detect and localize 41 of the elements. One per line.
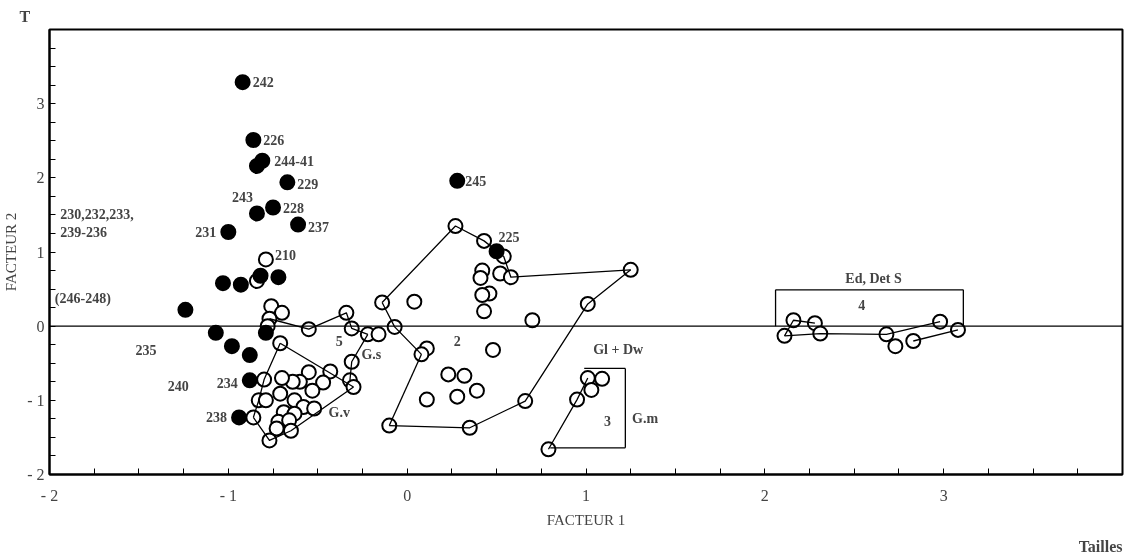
x-tick-label: 0 xyxy=(403,486,412,504)
annotation: 5 xyxy=(335,334,343,349)
annotation: (246-248) xyxy=(54,291,112,308)
annotation: 229 xyxy=(297,177,319,193)
annotation: 243 xyxy=(231,190,253,206)
annotation: 245 xyxy=(465,173,487,189)
annotation: Gl + Dw xyxy=(593,342,645,358)
x-tick-label: - 1 xyxy=(219,486,237,504)
x-axis-title: FACTEUR 1 xyxy=(546,511,626,528)
y-tick-label: 2 xyxy=(36,169,45,187)
annotation: 237 xyxy=(308,219,330,235)
annotation: 3 xyxy=(603,414,611,430)
y-tick-label: - 1 xyxy=(27,391,45,409)
annotation: 240 xyxy=(167,378,189,394)
annotation: 234 xyxy=(216,376,238,392)
y-tick-label: - 2 xyxy=(27,466,45,483)
annotation: 225 xyxy=(498,230,520,246)
y-tick-label: 1 xyxy=(36,243,45,261)
annotation: 242 xyxy=(252,75,274,91)
y-axis-title: FACTEUR 2 xyxy=(3,212,20,292)
annotation: 228 xyxy=(283,200,305,216)
annotation: 231 xyxy=(195,224,217,240)
annotation: 235 xyxy=(135,342,157,358)
annotation: G.v xyxy=(328,404,350,420)
annotation: G.m xyxy=(631,411,659,427)
annotation: 210 xyxy=(274,248,296,264)
annotation: 230,232,233, 239-236 xyxy=(60,206,134,240)
annotation: 2 xyxy=(453,334,461,349)
x-tick-label: 1 xyxy=(582,486,590,504)
text: T xyxy=(19,7,31,25)
text: Tailles xyxy=(1078,537,1123,555)
annotation: G.s xyxy=(361,346,382,362)
x-tick-label: 2 xyxy=(760,486,769,504)
annotation: 4 xyxy=(858,298,866,314)
annotation: 226 xyxy=(263,133,285,149)
x-tick-label: 3 xyxy=(939,486,948,504)
y-tick-label: 3 xyxy=(36,95,45,113)
annotation: Ed, Det S xyxy=(845,271,902,287)
y-tick-label: 0 xyxy=(36,317,45,335)
annotation: 238 xyxy=(206,410,228,426)
annotation: 244-41 xyxy=(274,153,314,169)
